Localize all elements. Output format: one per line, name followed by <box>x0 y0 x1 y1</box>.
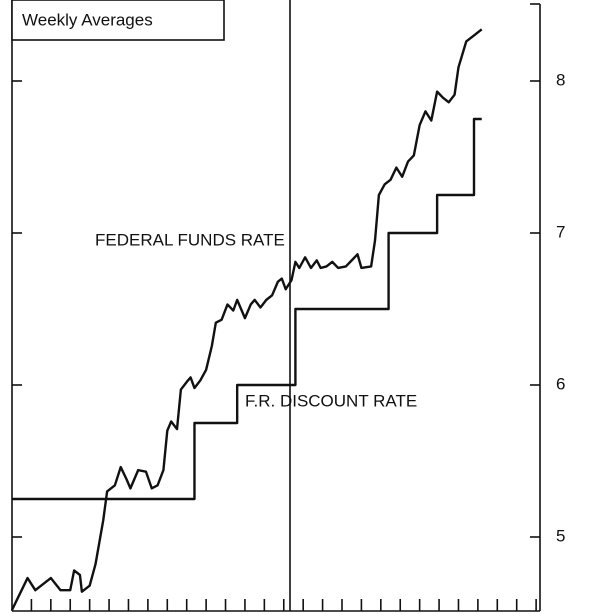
series-label: F.R. DISCOUNT RATE <box>245 391 417 410</box>
y-tick-label: 5 <box>556 526 565 545</box>
title-box <box>11 0 225 41</box>
y-tick-label: 6 <box>556 374 565 393</box>
chart-title: Weekly Averages <box>22 10 153 29</box>
y-tick-label: 7 <box>556 222 565 241</box>
series-line <box>10 28 483 611</box>
series-line <box>12 117 482 501</box>
series-label: FEDERAL FUNDS RATE <box>95 230 285 249</box>
y-tick-label: 8 <box>556 70 565 89</box>
